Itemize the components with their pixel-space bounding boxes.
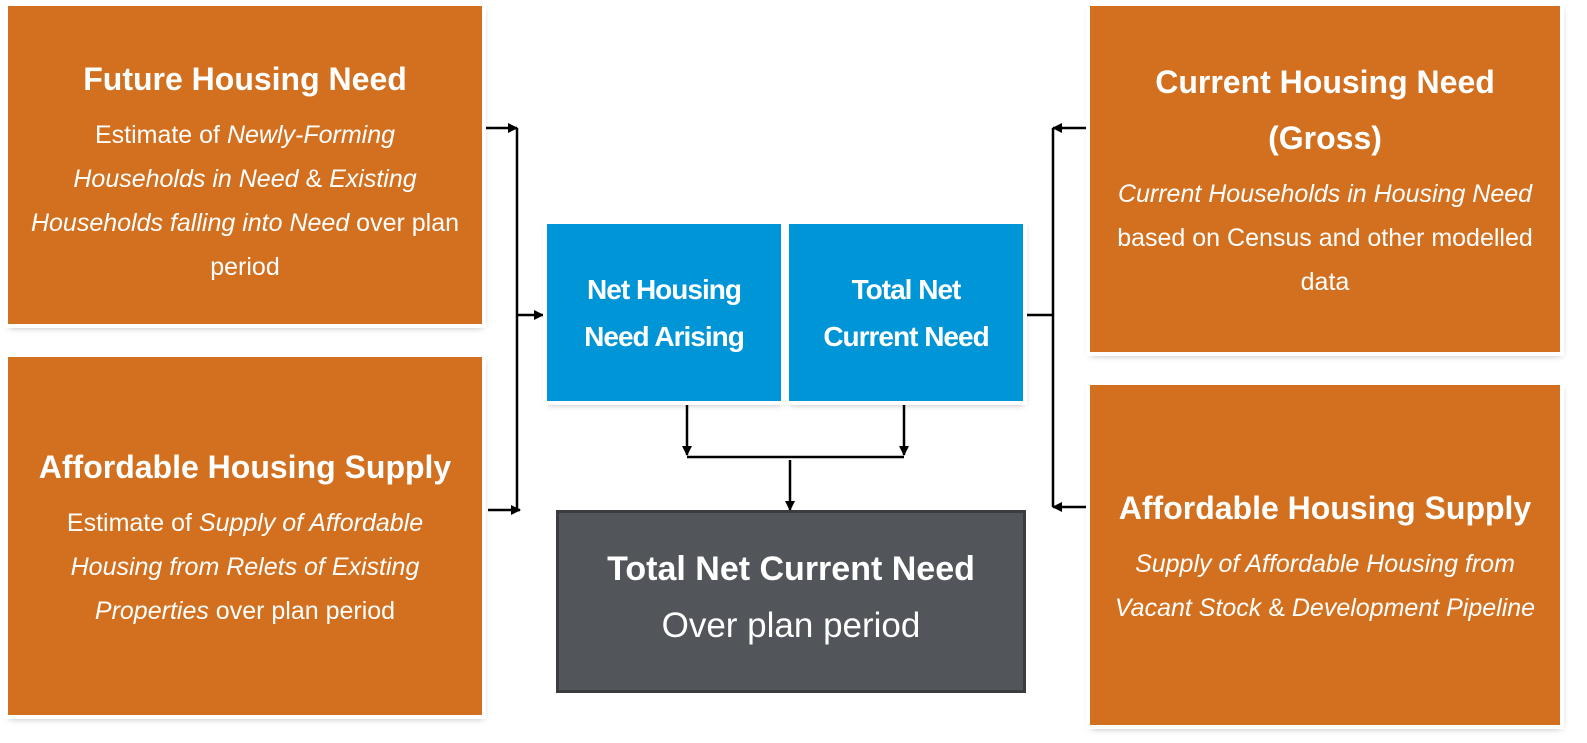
body-text: Estimate of: [66, 509, 199, 537]
box-title: Future Housing Need: [83, 61, 407, 97]
box-body: Current Households in Housing Need based…: [1104, 172, 1546, 304]
body-text: Supply of Affordable Housing from Vacant…: [1114, 550, 1522, 622]
body-text: based on Census and other modelled data: [1117, 180, 1540, 296]
box-body: Estimate of Newly-Forming Households in …: [28, 113, 462, 289]
input-box: Future Housing Need Estimate of Newly-For…: [8, 6, 482, 324]
center-box: Net Housing Need Arising: [547, 224, 781, 401]
body-text: Existing Households falling into Need: [30, 165, 424, 237]
center-label: Total Net Current Need: [823, 273, 989, 352]
body-text: Development Pipeline: [1291, 594, 1536, 622]
box-body: Estimate of Supply of Affordable Housing…: [28, 501, 462, 633]
result-box: Total Net Current Need Over plan period: [556, 510, 1026, 693]
input-box: Affordable Housing Supply Supply of Affor…: [1090, 385, 1560, 725]
input-box: Affordable Housing Supply Estimate of Sup…: [8, 357, 482, 715]
box-body: Supply of Affordable Housing from Vacant…: [1110, 542, 1540, 630]
body-text: Supply of Affordable Housing from Relets…: [70, 509, 431, 625]
box-title: Affordable Housing Supply: [38, 449, 452, 485]
body-text: Newly-Forming Households in Need: [73, 121, 402, 193]
body-text: Current Households in Housing Need: [1117, 180, 1533, 208]
result-title: Total Net Current Need: [607, 550, 975, 588]
body-text: over plan period: [210, 209, 466, 281]
body-text: over plan period: [208, 597, 396, 625]
body-text: &: [298, 165, 330, 193]
result-subtitle: Over plan period: [661, 606, 921, 645]
box-title: Current Housing Need (Gross): [1155, 64, 1495, 156]
box-title: Affordable Housing Supply: [1118, 490, 1532, 526]
center-box: Total Net Current Need: [789, 224, 1023, 401]
body-text: Estimate of: [94, 121, 227, 149]
body-text: &: [1261, 594, 1292, 622]
input-box: Current Housing Need (Gross) Current Hous…: [1090, 6, 1560, 352]
center-label: Net Housing Need Arising: [584, 273, 745, 352]
